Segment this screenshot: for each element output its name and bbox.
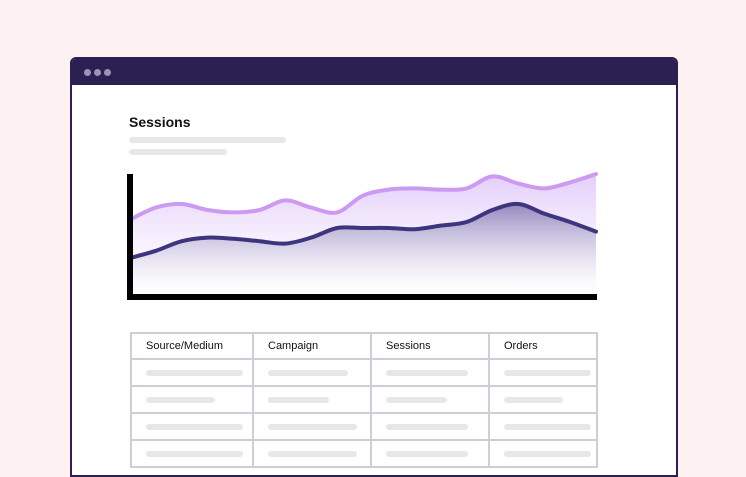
table-cell: [130, 439, 254, 468]
column-header-campaign[interactable]: Campaign: [252, 332, 372, 360]
window-titlebar: [72, 59, 676, 85]
table-header-row: Source/Medium Campaign Sessions Orders: [130, 332, 598, 360]
cell-placeholder: [504, 423, 591, 430]
table-cell: [370, 385, 490, 414]
cell-placeholder: [268, 450, 357, 457]
window-control-dot[interactable]: [104, 69, 111, 76]
cell-placeholder: [386, 423, 468, 430]
window-control-dot[interactable]: [84, 69, 91, 76]
cell-placeholder: [504, 450, 591, 457]
cell-placeholder: [268, 369, 348, 376]
cell-placeholder: [268, 423, 357, 430]
column-header-source-medium[interactable]: Source/Medium: [130, 332, 254, 360]
table-cell: [488, 385, 598, 414]
window-control-dot[interactable]: [94, 69, 101, 76]
column-header-sessions[interactable]: Sessions: [370, 332, 490, 360]
page-title: Sessions: [129, 114, 191, 130]
cell-placeholder: [386, 450, 468, 457]
sessions-chart: [127, 172, 598, 300]
series-line-0: [128, 172, 598, 222]
cell-placeholder: [146, 423, 243, 430]
series-line-1: [128, 201, 598, 260]
table-row[interactable]: [130, 358, 598, 387]
table-cell: [370, 439, 490, 468]
cell-placeholder: [504, 396, 563, 403]
table-cell: [130, 412, 254, 441]
table-cell: [252, 412, 372, 441]
table-cell: [130, 385, 254, 414]
table-cell: [130, 358, 254, 387]
table-cell: [488, 439, 598, 468]
subtitle-placeholder-line: [129, 137, 286, 143]
table-row[interactable]: [130, 412, 598, 441]
cell-placeholder: [504, 369, 591, 376]
cell-placeholder: [146, 369, 243, 376]
table-cell: [252, 358, 372, 387]
cell-placeholder: [146, 450, 243, 457]
cell-placeholder: [386, 369, 468, 376]
table-cell: [370, 358, 490, 387]
series-area-1: [130, 203, 596, 294]
cell-placeholder: [268, 396, 329, 403]
column-header-orders[interactable]: Orders: [488, 332, 598, 360]
cell-placeholder: [146, 396, 215, 403]
cell-placeholder: [386, 396, 447, 403]
table-cell: [252, 439, 372, 468]
subtitle-placeholder-line: [129, 149, 227, 155]
table-cell: [370, 412, 490, 441]
table-cell: [252, 385, 372, 414]
browser-window: Sessions Source/Medium Campaign Sessions: [70, 57, 678, 477]
table-row[interactable]: [130, 439, 598, 468]
table-cell: [488, 412, 598, 441]
sessions-table: Source/Medium Campaign Sessions Orders: [130, 332, 598, 468]
sessions-table-container: Source/Medium Campaign Sessions Orders: [130, 332, 598, 468]
table-cell: [488, 358, 598, 387]
table-row[interactable]: [130, 385, 598, 414]
